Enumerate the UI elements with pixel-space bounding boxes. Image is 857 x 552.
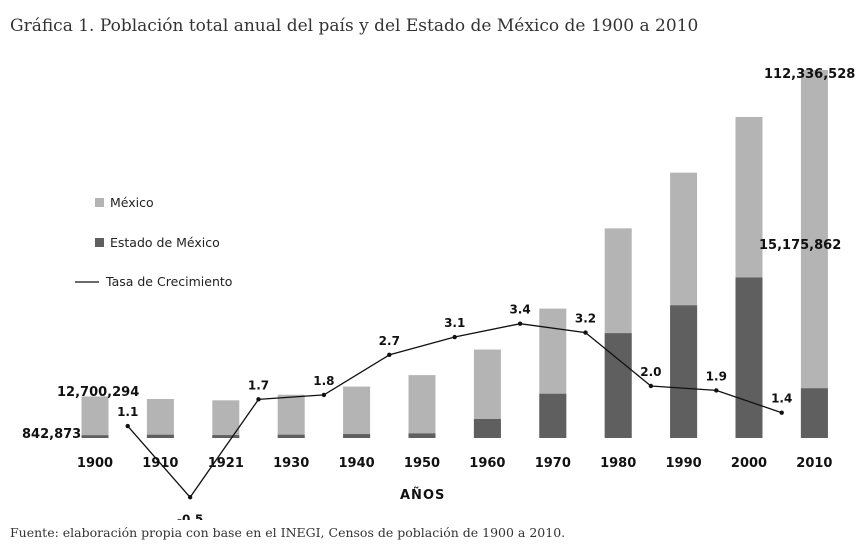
growth-rate-point-1.9: [714, 388, 719, 393]
value-label-estado-1900: 842,873: [22, 427, 81, 442]
growth-rate-point-3.2: [583, 330, 588, 335]
growth-rate-label-9: 1.9: [706, 369, 727, 383]
value-label-mexico-1900: 12,700,294: [57, 385, 139, 400]
x-tick-1950: 1950: [404, 456, 440, 471]
bar-mexico-1930: [277, 394, 305, 438]
growth-rate-label-2: 1.7: [248, 378, 269, 392]
chart: 1900 1910 1921 1930 1940 1950 1960 1970 1980 1990…: [22, 67, 855, 520]
growth-rate-label-3: 1.8: [313, 374, 334, 388]
bar-mexico-1950: [408, 375, 436, 438]
bar-estado-1900: [81, 435, 109, 438]
legend-label-rate: Tasa de Crecimiento: [105, 274, 232, 289]
value-label-mexico-2010: 112,336,528: [764, 67, 855, 82]
growth-rate-labels: 1.1 -0.5 1.7 1.8 2.7 3.1 3.4 3.2 2.0 1.9 1.4: [117, 303, 792, 520]
growth-rate-line: [125, 321, 784, 500]
x-tick-1980: 1980: [600, 456, 636, 471]
growth-rate-label-5: 3.1: [444, 316, 465, 330]
x-tick-2000: 2000: [731, 456, 767, 471]
bar-mexico-1940: [343, 386, 371, 438]
growth-rate-point-2.0: [648, 383, 654, 389]
estado-bars: [81, 277, 828, 438]
growth-rate-point--0.5: [187, 495, 193, 500]
bar-estado-1921: [212, 435, 240, 438]
growth-rate-point-1.4: [779, 410, 784, 415]
growth-rate-label-10: 1.4: [771, 392, 792, 406]
legend-swatch-estado: [95, 238, 104, 247]
x-tick-2010: 2010: [796, 456, 832, 471]
legend: México Estado de México Tasa de Crecimie…: [75, 195, 232, 289]
bar-estado-1930: [277, 434, 305, 438]
growth-rate-point-1.7: [256, 397, 261, 402]
x-axis-label: AÑOS: [400, 487, 445, 503]
growth-rate-label-1: -0.5: [177, 512, 203, 520]
bar-estado-1980: [604, 333, 632, 438]
growth-rate-label-7: 3.2: [575, 312, 596, 326]
growth-rate-point-3.1: [452, 334, 457, 340]
growth-rate-label-4: 2.7: [379, 334, 400, 348]
chart-title: Gráfica 1. Población total anual del paí…: [10, 16, 699, 36]
x-tick-1960: 1960: [469, 456, 505, 471]
bar-estado-1970: [539, 393, 567, 438]
x-tick-1921: 1921: [208, 456, 244, 471]
bar-estado-1940: [343, 434, 371, 438]
x-tick-1940: 1940: [339, 456, 375, 471]
x-tick-1910: 1910: [142, 456, 178, 471]
growth-rate-point-3.4: [517, 321, 523, 326]
x-tick-1970: 1970: [535, 456, 571, 471]
x-tick-1990: 1990: [666, 456, 702, 471]
growth-rate-point-1.8: [321, 392, 327, 398]
bar-mexico-1910: [146, 399, 174, 438]
growth-rate-label-0: 1.1: [117, 405, 138, 419]
bar-estado-1990: [670, 305, 698, 438]
legend-swatch-mexico: [95, 198, 104, 207]
bar-estado-1960: [473, 418, 501, 438]
legend-label-estado: Estado de México: [110, 235, 220, 250]
bar-estado-2000: [735, 277, 763, 438]
source-note: Fuente: elaboración propia con base en e…: [10, 525, 566, 540]
x-ticks: 1900 1910 1921 1930 1940 1950 1960 1970 1980 1990…: [77, 456, 833, 471]
x-tick-1900: 1900: [77, 456, 113, 471]
growth-rate-point-2.7: [387, 352, 392, 358]
bar-mexico-2010: [800, 70, 828, 438]
growth-rate-label-8: 2.0: [640, 365, 661, 379]
growth-rate-label-6: 3.4: [509, 303, 530, 317]
bar-estado-1910: [146, 434, 174, 438]
x-tick-1930: 1930: [273, 456, 309, 471]
bar-estado-2010: [800, 388, 828, 438]
bar-mexico-1921: [212, 400, 240, 438]
value-label-estado-2010: 15,175,862: [759, 238, 841, 253]
bar-mexico-1900: [81, 396, 109, 438]
legend-label-mexico: México: [110, 195, 154, 210]
bar-estado-1950: [408, 433, 436, 438]
growth-rate-point-1.1: [125, 423, 130, 429]
